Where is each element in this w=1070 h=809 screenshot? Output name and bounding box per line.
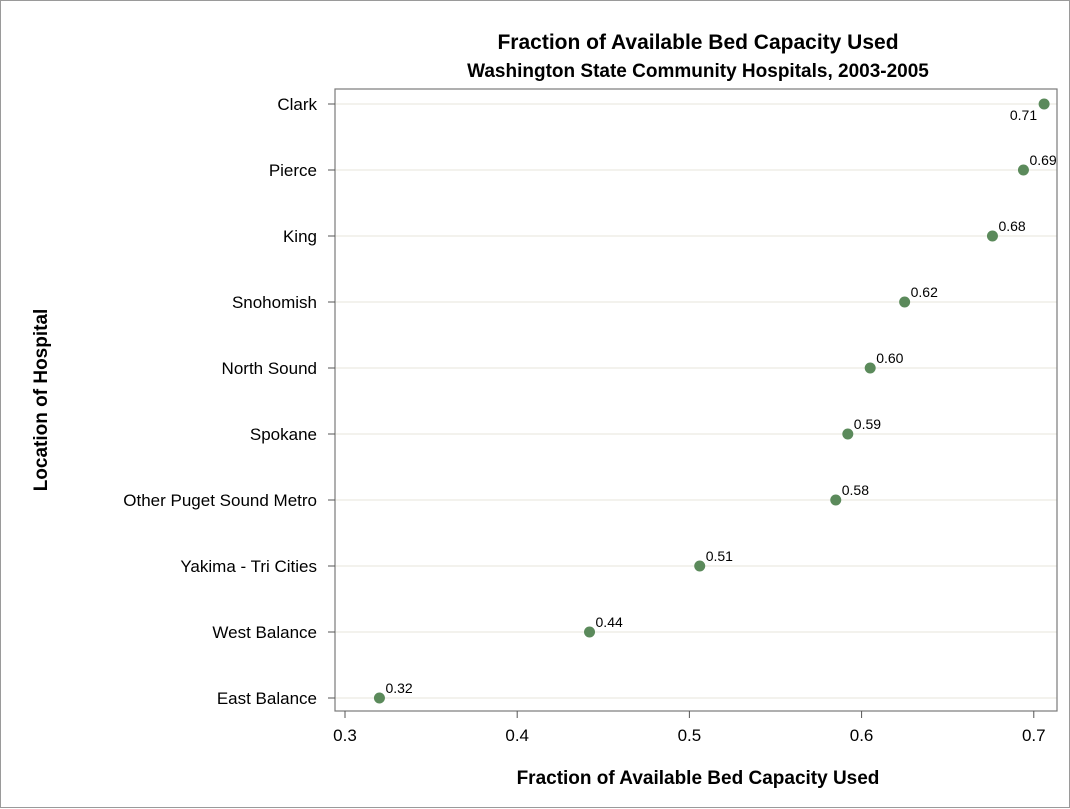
data-label: 0.51 xyxy=(706,548,733,564)
chart-title: Fraction of Available Bed Capacity Used xyxy=(497,31,898,54)
data-label: 0.71 xyxy=(1010,107,1037,123)
data-point xyxy=(986,230,998,242)
data-point xyxy=(1038,98,1050,110)
category-label: King xyxy=(283,227,317,246)
y-axis: Clark Pierce King Snohomish North Sound Spoka… xyxy=(123,95,335,708)
y-axis-title: Location of Hospital xyxy=(31,309,52,492)
x-tick-label: 0.5 xyxy=(678,726,702,745)
data-point xyxy=(694,560,706,572)
data-points: 0.71 0.69 0.68 0.62 0.60 0.59 0.58 0.51 0.44 0.32 xyxy=(373,98,1057,704)
x-tick-label: 0.7 xyxy=(1022,726,1046,745)
data-point xyxy=(830,494,842,506)
x-tick-label: 0.6 xyxy=(850,726,874,745)
category-label: Pierce xyxy=(269,161,317,180)
x-axis: 0.3 0.4 0.5 0.6 0.7 xyxy=(333,711,1046,745)
plot-area xyxy=(334,88,1058,712)
data-point xyxy=(373,692,385,704)
category-label: North Sound xyxy=(222,359,317,378)
category-label: Other Puget Sound Metro xyxy=(123,491,317,510)
data-label: 0.68 xyxy=(998,218,1025,234)
data-point xyxy=(1017,164,1029,176)
data-label: 0.59 xyxy=(854,416,881,432)
data-point xyxy=(842,428,854,440)
x-tick-label: 0.4 xyxy=(505,726,529,745)
data-point xyxy=(899,296,911,308)
gridlines xyxy=(335,103,1057,699)
category-label: West Balance xyxy=(212,623,317,642)
data-label: 0.69 xyxy=(1029,152,1056,168)
data-label: 0.60 xyxy=(876,350,903,366)
data-label: 0.44 xyxy=(596,614,623,630)
data-label: 0.62 xyxy=(911,284,938,300)
category-label: East Balance xyxy=(217,689,317,708)
chart-subtitle: Washington State Community Hospitals, 20… xyxy=(467,61,929,82)
category-label: Clark xyxy=(277,95,317,114)
category-label: Yakima - Tri Cities xyxy=(180,557,317,576)
data-label: 0.58 xyxy=(842,482,869,498)
data-label: 0.32 xyxy=(385,680,412,696)
data-point xyxy=(584,626,596,638)
data-point xyxy=(864,362,876,374)
x-tick-label: 0.3 xyxy=(333,726,357,745)
x-axis-title: Fraction of Available Bed Capacity Used xyxy=(517,768,880,789)
category-label: Snohomish xyxy=(232,293,317,312)
category-label: Spokane xyxy=(250,425,317,444)
